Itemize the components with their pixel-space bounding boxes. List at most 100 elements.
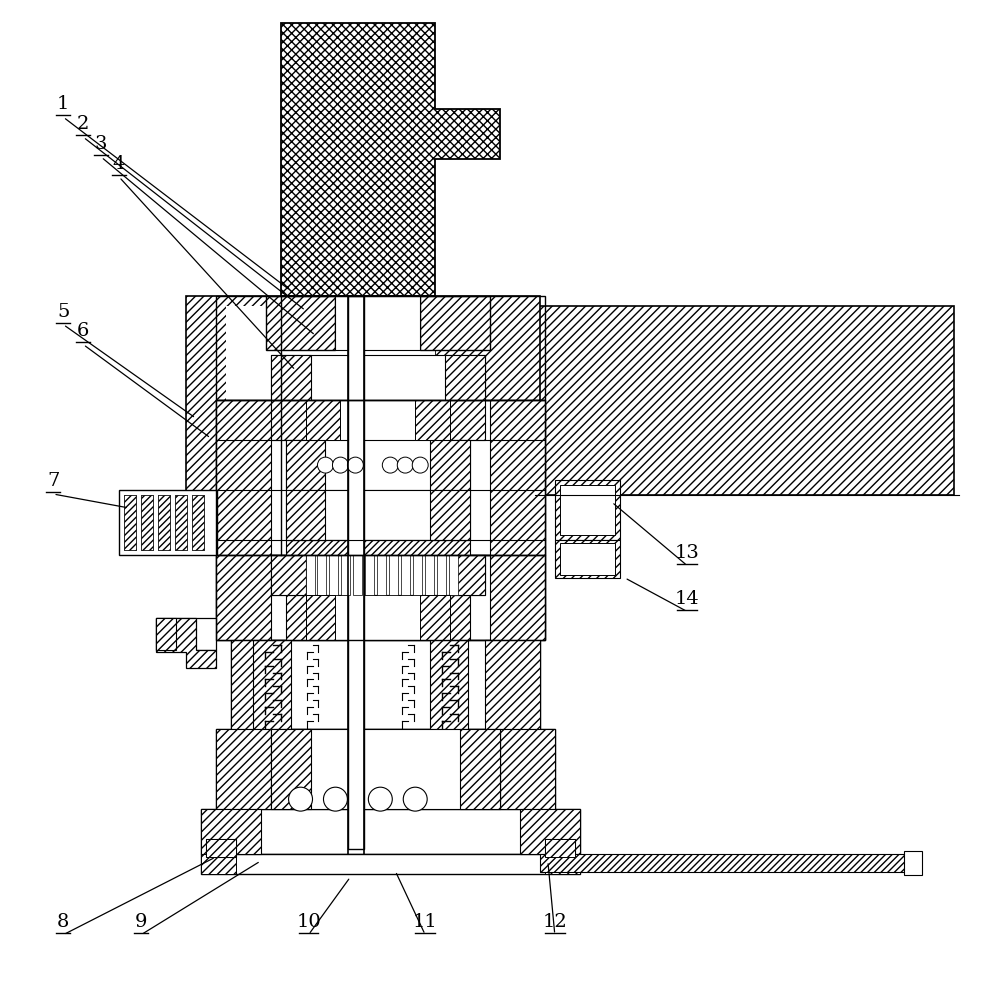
Bar bbox=[215, 729, 271, 809]
Bar bbox=[520, 809, 580, 854]
Bar bbox=[330, 555, 338, 595]
Bar bbox=[271, 400, 485, 440]
Text: 1: 1 bbox=[57, 95, 70, 113]
Bar bbox=[341, 555, 350, 595]
Bar bbox=[437, 555, 446, 595]
Circle shape bbox=[403, 787, 427, 811]
Bar bbox=[348, 296, 364, 849]
Text: 12: 12 bbox=[542, 913, 567, 931]
Bar bbox=[490, 555, 545, 640]
Bar bbox=[560, 543, 615, 575]
Bar bbox=[285, 440, 470, 490]
Text: 2: 2 bbox=[77, 115, 90, 133]
Bar bbox=[230, 640, 285, 729]
Circle shape bbox=[324, 787, 347, 811]
Bar bbox=[201, 809, 580, 854]
Bar bbox=[201, 809, 261, 854]
Bar bbox=[336, 296, 420, 350]
Bar bbox=[253, 640, 290, 729]
Bar bbox=[155, 618, 176, 650]
Bar bbox=[201, 854, 580, 874]
Text: 6: 6 bbox=[77, 322, 90, 340]
Bar bbox=[401, 555, 410, 595]
Bar bbox=[285, 490, 326, 540]
Bar bbox=[430, 490, 470, 540]
Circle shape bbox=[318, 457, 334, 473]
Bar bbox=[430, 440, 470, 490]
Bar bbox=[230, 640, 540, 729]
Bar bbox=[124, 495, 136, 550]
Bar bbox=[155, 618, 215, 650]
Bar bbox=[215, 400, 545, 555]
Bar bbox=[206, 839, 236, 857]
Bar bbox=[271, 355, 311, 400]
Bar bbox=[225, 306, 430, 405]
Bar bbox=[435, 296, 540, 480]
Bar bbox=[271, 729, 500, 809]
Text: 8: 8 bbox=[57, 913, 70, 931]
Text: 13: 13 bbox=[675, 544, 700, 562]
Bar bbox=[215, 729, 555, 809]
Bar bbox=[285, 490, 470, 540]
Bar bbox=[415, 400, 450, 440]
Bar bbox=[430, 640, 468, 729]
Text: 3: 3 bbox=[94, 135, 107, 153]
Bar bbox=[206, 839, 236, 857]
Circle shape bbox=[398, 457, 413, 473]
Bar bbox=[271, 555, 485, 595]
Bar bbox=[285, 440, 326, 490]
Bar bbox=[285, 540, 470, 555]
Bar bbox=[225, 306, 435, 505]
Bar bbox=[555, 480, 620, 540]
Bar bbox=[158, 495, 170, 550]
Bar bbox=[192, 495, 204, 550]
Bar bbox=[450, 555, 485, 595]
Bar bbox=[175, 495, 187, 550]
Bar bbox=[271, 555, 305, 595]
Polygon shape bbox=[280, 23, 500, 296]
Bar bbox=[490, 400, 545, 555]
Bar bbox=[545, 839, 575, 857]
Bar bbox=[305, 400, 340, 440]
Bar bbox=[124, 495, 136, 550]
Bar bbox=[545, 839, 575, 857]
Text: 7: 7 bbox=[47, 472, 59, 490]
Bar bbox=[215, 296, 545, 400]
Bar bbox=[560, 485, 615, 535]
Bar bbox=[215, 555, 271, 640]
Bar bbox=[215, 555, 545, 640]
Text: 4: 4 bbox=[113, 155, 125, 173]
Circle shape bbox=[383, 457, 399, 473]
Bar bbox=[449, 555, 459, 595]
Bar bbox=[445, 355, 485, 400]
Bar bbox=[201, 854, 236, 874]
Bar bbox=[904, 851, 922, 875]
Bar bbox=[141, 495, 153, 550]
Circle shape bbox=[412, 457, 428, 473]
Bar bbox=[485, 640, 540, 729]
Bar bbox=[215, 400, 545, 555]
Bar bbox=[353, 555, 362, 595]
Bar bbox=[545, 854, 580, 874]
Bar bbox=[365, 555, 374, 595]
Bar bbox=[540, 854, 919, 872]
Bar bbox=[266, 296, 336, 350]
Bar bbox=[377, 555, 387, 595]
Circle shape bbox=[333, 457, 348, 473]
Circle shape bbox=[368, 787, 393, 811]
Bar bbox=[420, 296, 490, 350]
Bar bbox=[500, 729, 555, 809]
Bar bbox=[271, 355, 485, 400]
Bar bbox=[305, 595, 450, 640]
Circle shape bbox=[288, 787, 313, 811]
Bar bbox=[186, 296, 435, 555]
Bar bbox=[425, 555, 434, 595]
Bar bbox=[461, 729, 500, 809]
Bar bbox=[420, 595, 450, 640]
Bar bbox=[158, 495, 170, 550]
Bar bbox=[271, 729, 311, 809]
Circle shape bbox=[347, 457, 363, 473]
Text: 10: 10 bbox=[296, 913, 321, 931]
Bar bbox=[555, 540, 620, 578]
Bar bbox=[305, 595, 336, 640]
